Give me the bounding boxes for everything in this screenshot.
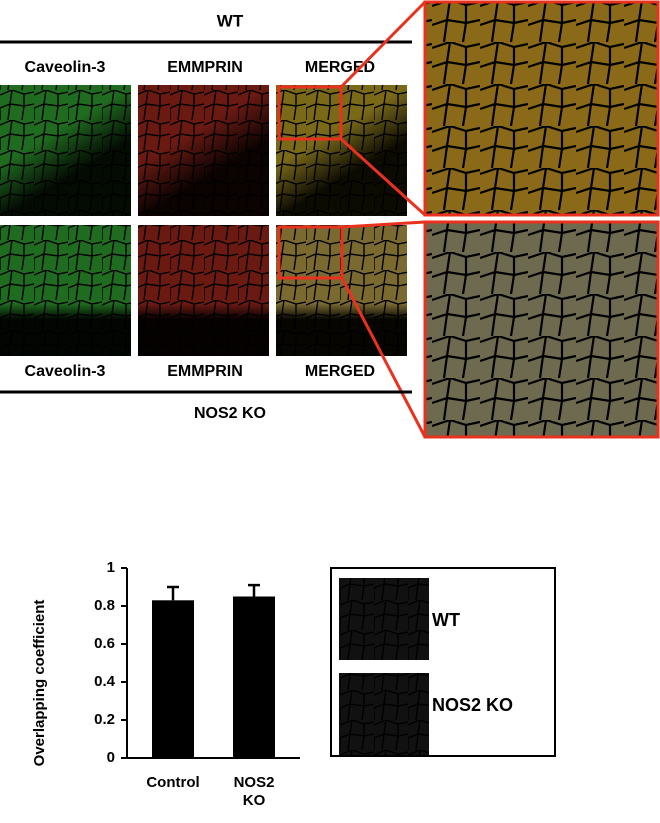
- image-shade: [138, 225, 269, 356]
- column-label: EMMPRIN: [167, 363, 243, 380]
- bar: [152, 600, 194, 758]
- inset-label: WT: [432, 610, 460, 630]
- zoom-texture: [426, 222, 657, 436]
- inset-texture: [339, 578, 429, 660]
- x-tick-label: NOS2 KO: [233, 774, 275, 809]
- inset-panel: WT NOS2 KO: [330, 567, 556, 757]
- ko-label: NOS2 KO: [194, 405, 266, 422]
- image-shade: [138, 85, 269, 216]
- y-axis-label: Overlapping coefficient: [31, 600, 48, 767]
- x-tick-label: Control: [146, 774, 200, 791]
- y-tick-label: 1: [107, 559, 115, 576]
- column-label: Caveolin-3: [25, 363, 106, 380]
- y-tick-label: 0.2: [94, 711, 115, 728]
- wt-label: WT: [217, 11, 244, 30]
- y-tick-label: 0.6: [94, 635, 115, 652]
- y-tick-label: 0: [107, 749, 115, 766]
- column-label: EMMPRIN: [167, 59, 243, 76]
- image-shade: [0, 225, 131, 356]
- y-tick-label: 0.8: [94, 597, 115, 614]
- bar: [233, 596, 275, 758]
- y-tick-label: 0.4: [94, 673, 116, 690]
- column-label: Caveolin-3: [25, 59, 106, 76]
- inset-texture: [339, 673, 429, 755]
- image-shade: [0, 85, 131, 216]
- column-label: MERGED: [305, 363, 375, 380]
- zoom-texture: [426, 2, 657, 214]
- inset-label: NOS2 KO: [432, 695, 513, 715]
- zoom-outline: [277, 0, 660, 439]
- micrographs: [0, 2, 657, 436]
